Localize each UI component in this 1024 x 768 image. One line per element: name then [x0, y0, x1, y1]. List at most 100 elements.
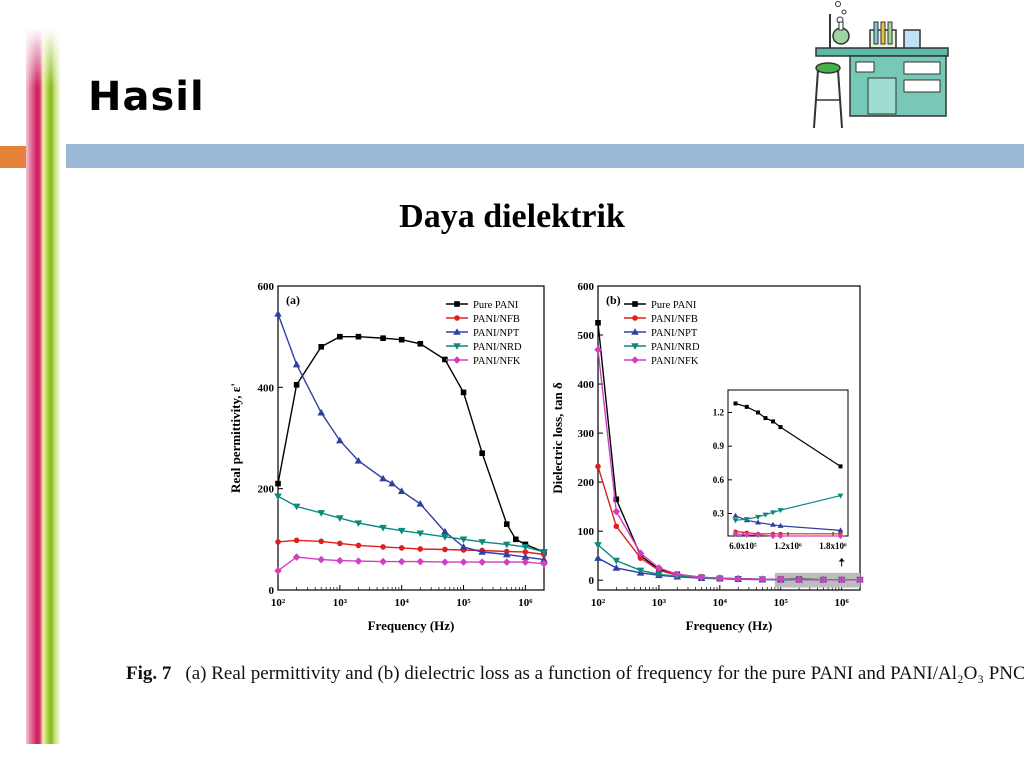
legend-marker [631, 343, 639, 350]
data-point [594, 554, 602, 561]
y-tick-label: 200 [578, 477, 595, 489]
inset-data-point [755, 531, 761, 538]
data-point [317, 555, 326, 564]
legend-entry: PANI/NFK [473, 356, 521, 367]
inset-y-tick-label: 0.3 [713, 509, 725, 519]
data-point [379, 557, 387, 566]
data-point [502, 541, 511, 549]
data-point [521, 544, 530, 551]
data-point [502, 550, 511, 558]
x-tick-label: 10² [271, 597, 286, 609]
data-point [354, 557, 363, 565]
data-point [417, 340, 424, 347]
legend-entry: PANI/NPT [473, 328, 520, 339]
inset-data-point [744, 404, 749, 409]
inset-data-point [771, 419, 775, 424]
inset-y-tick-label: 0.9 [713, 441, 725, 451]
legend-marker [632, 315, 638, 321]
data-point [502, 558, 511, 566]
data-point [397, 487, 406, 494]
inset-data-point [743, 517, 750, 523]
data-point [459, 536, 468, 544]
slide-title: Hasil [88, 74, 205, 120]
data-point [318, 538, 325, 545]
x-tick-label: 10³ [333, 597, 348, 609]
figure-dielectric-charts: 0 200 400 600 10² 10³ 10⁴ 10⁵ 10⁶ Frequency (Hz) R… [228, 281, 864, 633]
inset-data-point [770, 521, 776, 527]
inset-data-point [756, 410, 760, 415]
data-point [416, 557, 425, 566]
data-point [637, 555, 644, 561]
legend-marker [453, 356, 461, 364]
data-point [317, 408, 326, 416]
inset-data-point [777, 522, 784, 528]
data-point [388, 479, 396, 487]
legend-entry: PANI/NRD [651, 342, 700, 353]
data-point [397, 527, 406, 535]
legend-marker [631, 328, 639, 335]
data-point [274, 566, 282, 575]
data-point [856, 575, 864, 584]
legend-entry: PANI/NFB [473, 314, 520, 325]
data-point [697, 573, 706, 582]
data-point [292, 503, 301, 511]
inset-data-point [733, 401, 738, 406]
x-axis-label: Frequency (Hz) [686, 618, 773, 633]
title-underline-bar [66, 144, 1024, 168]
data-point [521, 553, 530, 560]
legend-marker [631, 356, 639, 364]
y-tick-label: 400 [258, 382, 275, 394]
data-point [398, 336, 405, 343]
inset-data-point [770, 510, 776, 516]
inset-data-point [763, 416, 768, 421]
data-point [336, 515, 344, 522]
y-tick-label: 400 [578, 379, 595, 391]
inset-data-point [778, 425, 783, 430]
inset-data-point [732, 518, 739, 524]
data-point [275, 539, 281, 545]
data-point [776, 575, 785, 584]
chart-panel-b: 0 100 200 300 400 500 600 10² 10³ 10⁴ 10⁵ 10⁶ Freque… [550, 281, 864, 633]
inset-data-point [837, 493, 844, 499]
y-tick-label: 100 [578, 526, 595, 538]
x-tick-label: 10⁶ [835, 597, 850, 609]
data-point [613, 523, 620, 530]
inset-data-point [755, 519, 761, 525]
data-point [521, 558, 530, 566]
data-point [479, 450, 485, 456]
data-point [380, 544, 386, 550]
data-point [540, 555, 548, 563]
inset-x-tick-label: 1.8x10⁶ [819, 541, 847, 551]
inset-y-tick-label: 1.2 [713, 407, 725, 417]
data-point [274, 310, 282, 317]
data-point [459, 558, 468, 566]
inset-data-point [762, 512, 769, 518]
y-tick-label: 600 [258, 281, 275, 293]
data-point [595, 463, 601, 470]
legend-entry: PANI/NFB [651, 314, 698, 325]
data-point [293, 537, 300, 544]
y-tick-label: 0 [269, 585, 275, 597]
inset-data-point [837, 527, 844, 533]
data-point [398, 545, 405, 551]
data-point [355, 333, 362, 340]
inset-x-tick-label: 6.0x10⁵ [729, 541, 757, 551]
inset-data-point [838, 464, 843, 469]
data-point [379, 474, 387, 482]
data-point [612, 564, 621, 571]
data-point [293, 382, 300, 388]
caption-label: Fig. 7 [126, 663, 172, 684]
data-point [442, 546, 448, 553]
laboratory-clipart [813, 1, 949, 129]
data-point [337, 540, 343, 547]
x-tick-label: 10⁴ [395, 597, 410, 609]
y-axis-label: Real permittivity, ε' [228, 383, 243, 493]
data-point [595, 319, 601, 326]
decorative-side-stripe [26, 28, 60, 744]
inset-chart: 0.3 0.6 0.9 1.2 6.0x10⁵ 1.2x10⁶ 1.8x10⁶ [713, 389, 849, 551]
inset-y-tick-label: 0.6 [713, 475, 725, 485]
legend-marker [632, 301, 638, 307]
data-point [355, 542, 362, 549]
data-point [655, 564, 663, 572]
inset-data-point [755, 514, 761, 520]
